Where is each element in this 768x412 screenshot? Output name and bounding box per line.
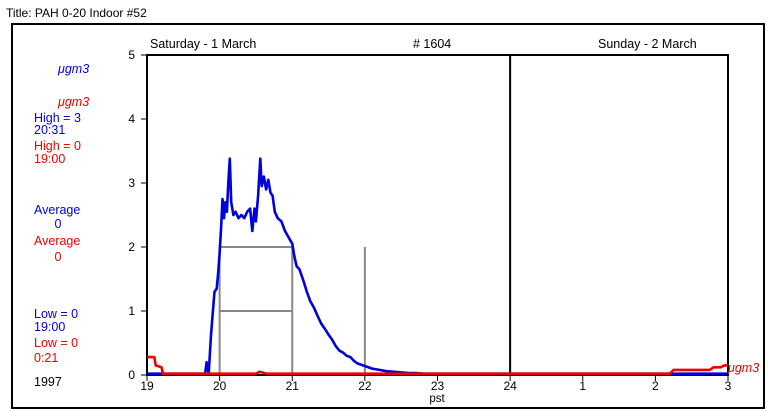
units-red-label: μgm3 <box>57 95 89 109</box>
year-label: 1997 <box>34 375 62 389</box>
high-red-label: High = 0 <box>34 139 81 153</box>
series-line-blue <box>147 157 728 376</box>
header-day2: Sunday - 2 March <box>598 37 697 51</box>
x-tick-label: 3 <box>725 379 732 393</box>
x-tick-label: 24 <box>503 379 517 393</box>
y-tick-label: 3 <box>128 176 135 190</box>
low-blue-label: Low = 0 <box>34 307 78 321</box>
right-units-red-label: μgm3 <box>727 361 759 375</box>
y-tick-label: 1 <box>128 304 135 318</box>
low-red-time: 0:21 <box>34 351 58 365</box>
units-blue-label: μgm3 <box>57 62 89 76</box>
header-day1: Saturday - 1 March <box>150 37 256 51</box>
y-tick-label: 5 <box>128 48 135 62</box>
guide-lines <box>218 55 512 375</box>
avg-red-label: Average <box>34 234 80 248</box>
x-tick-label: 23 <box>431 379 445 393</box>
x-axis-label: pst <box>429 393 445 405</box>
low-blue-time: 19:00 <box>34 320 65 334</box>
y-tick-label: 4 <box>128 112 135 126</box>
avg-red-value: 0 <box>55 250 62 264</box>
high-blue-time: 20:31 <box>34 123 65 137</box>
high-red-time: 19:00 <box>34 152 65 166</box>
x-tick-label: 19 <box>140 379 154 393</box>
x-tick-label: 22 <box>358 379 372 393</box>
data-series <box>147 157 728 376</box>
header-record: # 1604 <box>413 37 451 51</box>
avg-blue-label: Average <box>34 203 80 217</box>
y-tick-label: 0 <box>128 368 135 382</box>
low-red-label: Low = 0 <box>34 336 78 350</box>
outer-frame <box>11 23 765 409</box>
y-tick-label: 2 <box>128 240 135 254</box>
x-tick-label: 21 <box>286 379 300 393</box>
chart-title: Title: PAH 0-20 Indoor #52 <box>6 6 147 20</box>
high-blue-label: High = 3 <box>34 111 81 125</box>
series-line-red <box>147 355 728 376</box>
x-tick-label: 20 <box>213 379 227 393</box>
avg-blue-value: 0 <box>55 217 62 231</box>
x-tick-label: 2 <box>652 379 659 393</box>
x-tick-label: 1 <box>579 379 586 393</box>
